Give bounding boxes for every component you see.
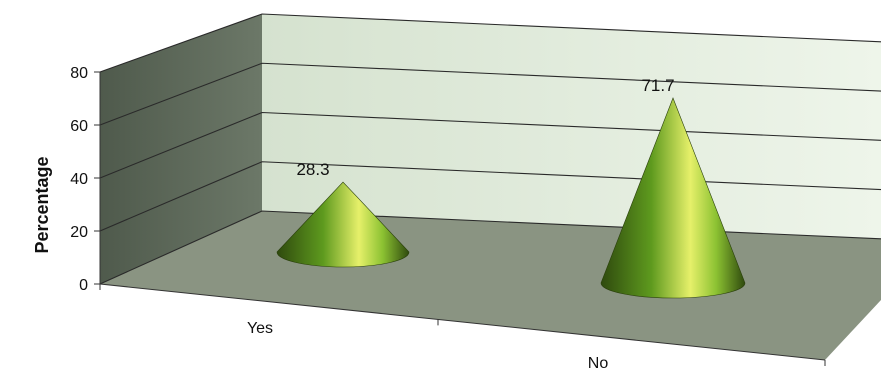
data-label: 28.3 [296,160,329,179]
x-category-label: No [588,355,609,372]
cones: 28.3 71.7 [276,76,746,299]
y-tick-label: 40 [70,171,88,188]
cone-yes [276,181,410,268]
gridline [99,62,881,126]
cone-body [276,181,410,268]
x-axis-line [99,283,826,361]
data-label: 71.7 [641,76,674,95]
y-tick-label: 80 [70,65,88,82]
x-category-label: Yes [247,320,273,337]
gridline [99,13,881,73]
side-wall [100,14,262,284]
plot-walls [100,14,881,360]
y-tick-label: 20 [70,224,88,241]
y-tick-label: 0 [79,277,88,294]
y-axis: 0 20 40 60 80 [70,65,101,294]
cone-no [600,97,746,299]
x-axis: Yes No [99,283,826,372]
cone-body [600,97,746,299]
y-tick-label: 60 [70,118,88,135]
y-axis-title: Percentage [32,156,52,253]
